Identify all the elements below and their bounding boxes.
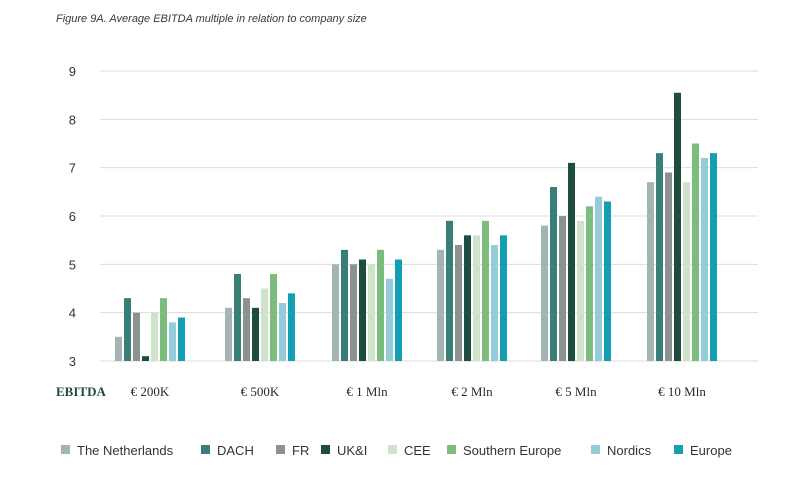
bar-cee-3: [473, 235, 480, 361]
bar-fr-2: [350, 264, 357, 361]
bar-cee-5: [683, 182, 690, 361]
y-tick-label: 6: [69, 209, 76, 224]
bar-fr-1: [243, 298, 250, 361]
bar-southern-europe-0: [160, 298, 167, 361]
legend-item: CEE: [388, 443, 431, 458]
bar-southern-europe-4: [586, 206, 593, 361]
bar-fr-0: [133, 312, 140, 361]
bar-dach-4: [550, 187, 557, 361]
legend-swatch: [201, 445, 210, 454]
bar-dach-0: [124, 298, 131, 361]
legend-swatch: [61, 445, 70, 454]
legend-swatch: [276, 445, 285, 454]
legend-label: DACH: [217, 443, 254, 458]
y-tick-label: 9: [69, 64, 76, 79]
bar-uk-i-5: [674, 92, 681, 361]
bar-fr-5: [665, 172, 672, 361]
bar-uk-i-0: [142, 356, 149, 361]
legend-item: FR: [276, 443, 309, 458]
bar-the-netherlands-3: [437, 249, 444, 361]
legend-item: DACH: [201, 443, 254, 458]
legend-label: CEE: [404, 443, 431, 458]
bar-europe-3: [500, 235, 507, 361]
y-tick-label: 7: [69, 161, 76, 176]
bar-europe-4: [604, 201, 611, 361]
bar-southern-europe-3: [482, 220, 489, 361]
y-tick-label: 8: [69, 112, 76, 127]
y-tick-label: 4: [69, 306, 76, 321]
bar-dach-5: [656, 153, 663, 361]
y-tick-label: 3: [69, 354, 76, 369]
x-tick-label: € 10 Mln: [658, 384, 706, 399]
bar-southern-europe-2: [377, 249, 384, 361]
bar-uk-i-2: [359, 259, 366, 361]
legend-item: UK&I: [321, 443, 367, 458]
legend-swatch: [591, 445, 600, 454]
legend-item: Europe: [674, 443, 732, 458]
x-tick-label: € 200K: [131, 384, 170, 399]
legend-swatch: [674, 445, 683, 454]
x-axis-label: EBITDA: [56, 384, 106, 399]
bar-the-netherlands-5: [647, 182, 654, 361]
x-tick-label: € 1 Mln: [346, 384, 388, 399]
bar-dach-3: [446, 220, 453, 361]
legend-label: FR: [292, 443, 309, 458]
x-tick-label: € 5 Mln: [555, 384, 597, 399]
legend-item: Nordics: [591, 443, 652, 458]
x-tick-label: € 2 Mln: [451, 384, 493, 399]
legend-item: The Netherlands: [61, 443, 174, 458]
legend-label: Europe: [690, 443, 732, 458]
bar-europe-2: [395, 259, 402, 361]
bar-fr-3: [455, 245, 462, 361]
bar-cee-1: [261, 288, 268, 361]
bar-the-netherlands-2: [332, 264, 339, 361]
x-tick-label: € 500K: [241, 384, 280, 399]
bar-nordics-3: [491, 245, 498, 361]
bar-the-netherlands-1: [225, 307, 232, 361]
legend-label: UK&I: [337, 443, 367, 458]
legend-label: The Netherlands: [77, 443, 174, 458]
gridlines: [100, 70, 758, 362]
bar-southern-europe-5: [692, 143, 699, 361]
legend-label: Nordics: [607, 443, 652, 458]
y-tick-label: 5: [69, 257, 76, 272]
legend: The Netherlands DACH FR UK&I CEE Southern Eur…: [61, 443, 732, 458]
bar-dach-1: [234, 274, 241, 361]
bar-europe-1: [288, 293, 295, 361]
x-axis-ticks: € 200K € 500K € 1 Mln € 2 Mln € 5 Mln € 10 Ml…: [131, 384, 707, 399]
bar-fr-4: [559, 216, 566, 361]
bar-nordics-2: [386, 278, 393, 361]
bar-the-netherlands-4: [541, 225, 548, 361]
bar-uk-i-1: [252, 307, 259, 361]
legend-item: Southern Europe: [447, 443, 561, 458]
legend-label: Southern Europe: [463, 443, 561, 458]
bar-nordics-5: [701, 158, 708, 361]
bar-cee-2: [368, 264, 375, 361]
bar-nordics-4: [595, 196, 602, 361]
bar-nordics-1: [279, 303, 286, 361]
bar-dach-2: [341, 249, 348, 361]
bar-the-netherlands-0: [115, 336, 122, 361]
legend-swatch: [321, 445, 330, 454]
bar-europe-0: [178, 317, 185, 361]
bar-nordics-0: [169, 322, 176, 361]
y-axis-ticks: 3 4 5 6 7 8 9: [69, 64, 76, 369]
bar-uk-i-3: [464, 235, 471, 361]
bars: [115, 92, 717, 361]
legend-swatch: [388, 445, 397, 454]
bar-southern-europe-1: [270, 274, 277, 361]
chart-title: Figure 9A. Average EBITDA multiple in re…: [56, 13, 367, 25]
bar-cee-4: [577, 220, 584, 361]
bar-uk-i-4: [568, 162, 575, 361]
bar-cee-0: [151, 312, 158, 361]
bar-europe-5: [710, 153, 717, 361]
legend-swatch: [447, 445, 456, 454]
